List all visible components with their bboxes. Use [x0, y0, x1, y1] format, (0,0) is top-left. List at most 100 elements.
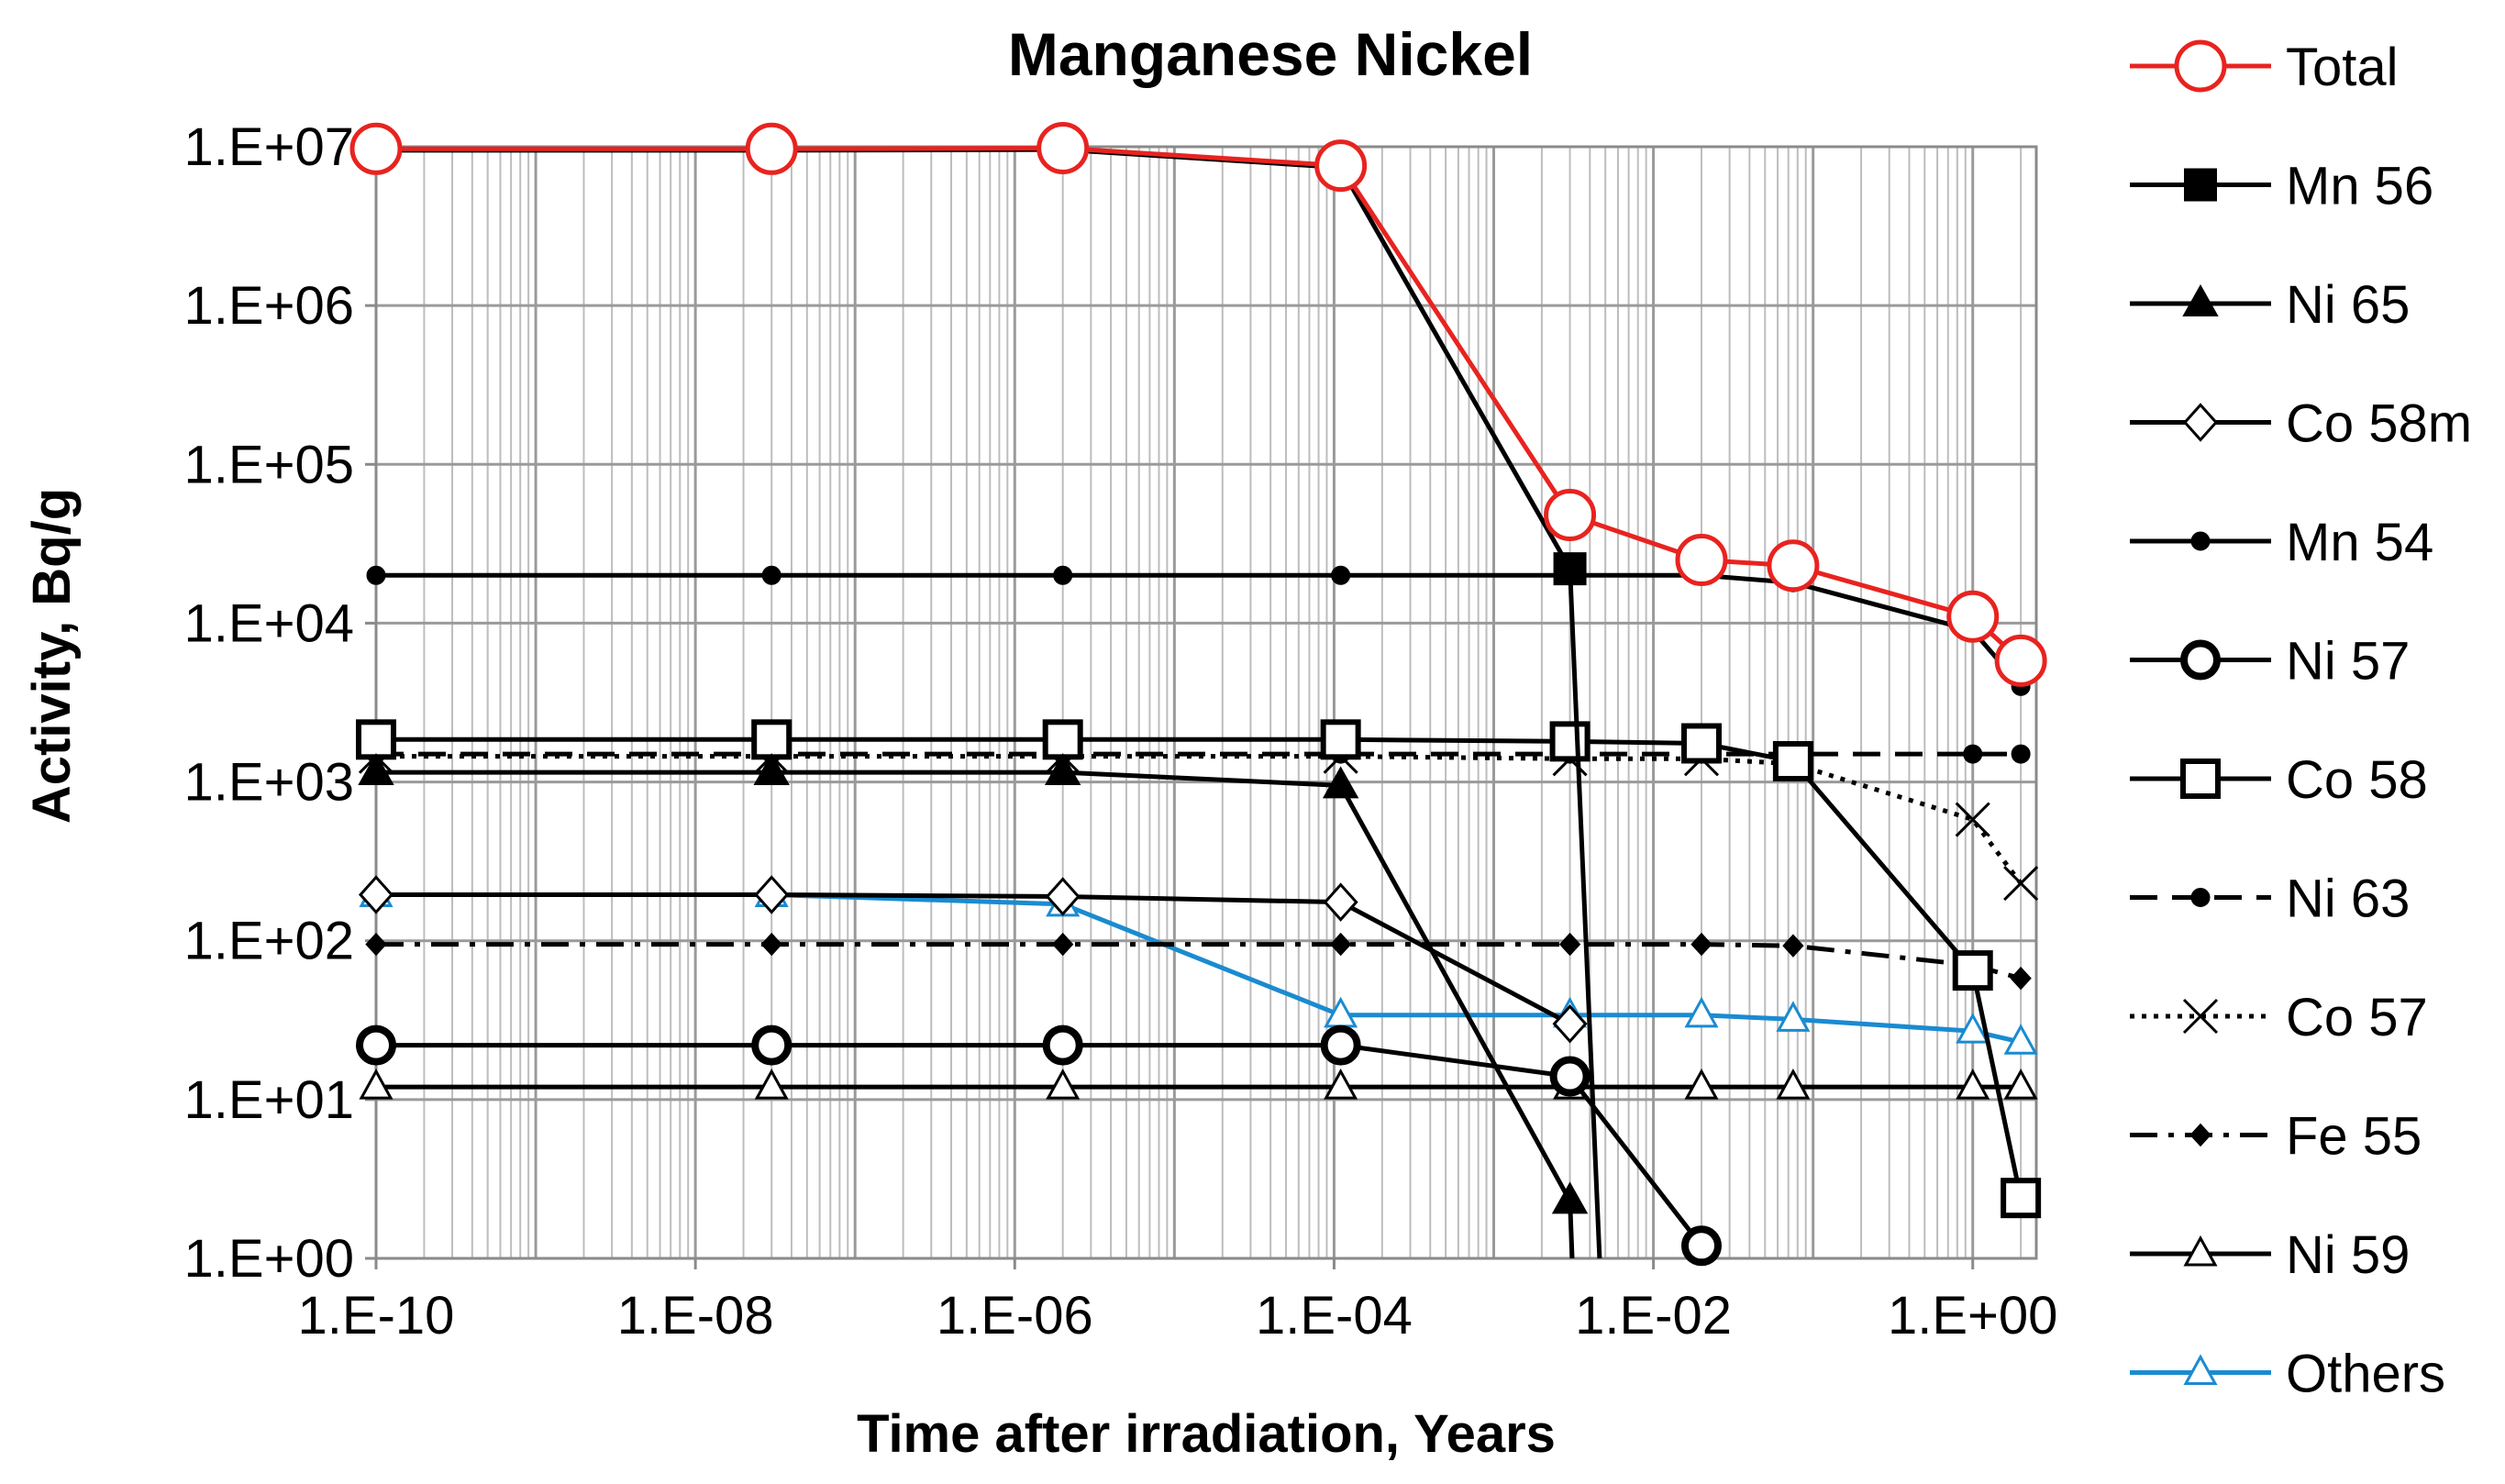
data-point-ni-59 — [359, 1069, 393, 1100]
series-ni-65 — [358, 753, 1589, 1259]
series-layer — [349, 122, 2047, 1267]
y-tick-label: 1.E+07 — [184, 117, 354, 177]
data-point-total — [1544, 488, 1597, 541]
data-point-total — [745, 122, 798, 175]
x-tick-label: 1.E-06 — [937, 1286, 1093, 1346]
data-point-fe-55 — [1052, 932, 1074, 957]
legend-label: Co 58 — [2286, 750, 2428, 810]
legend-label: Ni 63 — [2286, 869, 2410, 929]
grid — [374, 145, 2036, 1260]
legend-marker — [2183, 1235, 2218, 1267]
data-point-others — [2003, 1024, 2038, 1055]
data-point-ni-57 — [1042, 1024, 1083, 1066]
y-tick-label: 1.E+01 — [184, 1070, 354, 1130]
x-tick-label: 1.E+00 — [1888, 1286, 2057, 1346]
data-point-co-58m — [754, 875, 790, 914]
legend-item-total: Total — [2130, 38, 2399, 97]
legend-label: Total — [2286, 38, 2399, 97]
y-tick-label: 1.E+00 — [184, 1229, 354, 1289]
legend-label: Mn 56 — [2286, 157, 2433, 216]
data-point-co-58 — [751, 719, 793, 760]
legend-marker — [2184, 168, 2217, 202]
data-point-total — [1314, 139, 1368, 193]
legend-marker — [2182, 283, 2219, 316]
data-point-ni-65 — [1044, 753, 1081, 786]
legend-marker — [2180, 639, 2221, 681]
data-point-ni-57 — [356, 1024, 396, 1066]
data-point-fe-55 — [1558, 932, 1581, 957]
data-point-mn-54 — [761, 565, 781, 585]
legend-marker — [2190, 531, 2211, 551]
legend-item-mn-56: Mn 56 — [2130, 157, 2433, 216]
data-point-total — [1946, 590, 2000, 643]
y-axis-title: Activity, Bq/g — [22, 488, 82, 824]
x-tick-label: 1.E-04 — [1256, 1286, 1413, 1346]
series-co-58 — [356, 719, 2042, 1219]
data-point-ni-59 — [1776, 1069, 1811, 1100]
data-point-co-58m — [1552, 1003, 1588, 1044]
data-point-mn-54 — [366, 565, 386, 585]
legend-label: Co 58m — [2286, 394, 2472, 454]
legend-item-co-58: Co 58 — [2130, 750, 2428, 810]
data-point-ni-63 — [1963, 744, 1983, 764]
series-co-58m — [358, 875, 1588, 1044]
x-tick-label: 1.E-02 — [1575, 1286, 1732, 1346]
data-point-mn-56 — [1553, 552, 1587, 586]
legend-label: Mn 54 — [2286, 513, 2433, 572]
legend-item-ni-63: Ni 63 — [2130, 869, 2410, 929]
data-point-co-58 — [1042, 719, 1083, 760]
legend-marker — [2182, 998, 2219, 1035]
legend-label: Co 57 — [2286, 988, 2428, 1047]
data-point-ni-59 — [754, 1069, 789, 1100]
y-tick-label: 1.E+02 — [184, 912, 354, 971]
data-point-co-58 — [1549, 721, 1591, 762]
legend-item-co-57: Co 57 — [2130, 988, 2428, 1047]
tick-labels: 1.E-10 1.E-08 1.E-06 1.E-04 1.E-02 1.E+00 1.E+… — [184, 117, 2058, 1346]
legend-marker — [2189, 1123, 2211, 1147]
data-point-ni-65 — [753, 753, 790, 786]
legend-marker — [2183, 1354, 2218, 1385]
data-point-total — [1767, 539, 1820, 592]
data-point-total — [1994, 634, 2047, 687]
legend-label: Ni 65 — [2286, 275, 2410, 335]
data-point-fe-55 — [760, 932, 782, 957]
legend-item-mn-54: Mn 54 — [2130, 513, 2433, 572]
data-point-mn-54 — [1331, 565, 1351, 585]
legend-marker — [2182, 403, 2219, 442]
data-point-ni-59 — [1046, 1069, 1081, 1100]
data-point-fe-55 — [1329, 932, 1352, 957]
legend-label: Ni 59 — [2286, 1225, 2410, 1285]
data-point-fe-55 — [1690, 932, 1712, 957]
y-tick-label: 1.E+06 — [184, 276, 354, 336]
data-point-ni-65 — [1322, 766, 1359, 799]
legend-item-ni-65: Ni 65 — [2130, 275, 2410, 335]
data-point-ni-57 — [1549, 1056, 1591, 1097]
data-point-others — [1956, 1013, 1990, 1044]
data-point-co-58 — [1952, 950, 1993, 991]
legend-label: Ni 57 — [2286, 632, 2410, 692]
data-point-ni-57 — [751, 1024, 793, 1066]
data-point-fe-55 — [1782, 934, 1804, 958]
data-point-co-58m — [358, 875, 394, 914]
data-point-co-58 — [356, 719, 396, 760]
legend-label: Others — [2286, 1345, 2445, 1404]
data-point-total — [1675, 534, 1728, 587]
y-tick-label: 1.E+03 — [184, 753, 354, 813]
legend-label: Fe 55 — [2286, 1107, 2422, 1167]
x-tick-label: 1.E-08 — [617, 1286, 774, 1346]
data-point-ni-63 — [2011, 744, 2031, 764]
legend-marker — [2174, 39, 2227, 93]
legend-item-co-58m: Co 58m — [2130, 394, 2472, 454]
data-point-fe-55 — [2010, 966, 2032, 991]
data-point-co-58m — [1323, 882, 1358, 922]
legend-item-fe-55: Fe 55 — [2130, 1107, 2422, 1167]
data-point-ni-59 — [1684, 1069, 1719, 1100]
data-point-ni-57 — [1680, 1225, 1722, 1267]
data-point-co-58 — [2001, 1178, 2042, 1219]
legend-item-others: Others — [2130, 1345, 2445, 1404]
data-point-ni-59 — [2003, 1069, 2038, 1100]
data-point-co-57 — [1955, 802, 1990, 837]
data-point-mn-54 — [1053, 565, 1073, 585]
